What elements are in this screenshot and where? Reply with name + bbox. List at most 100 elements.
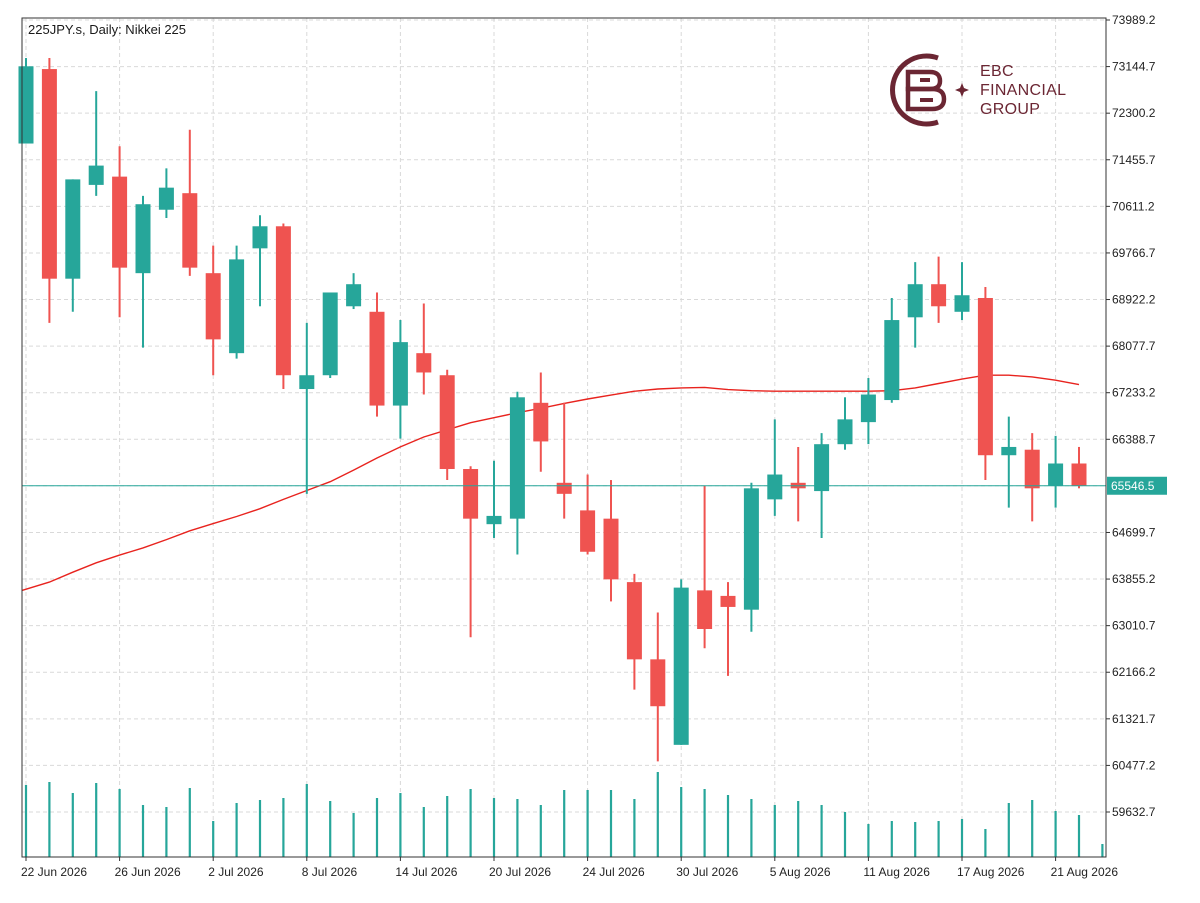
bearish-candle — [931, 256, 947, 323]
x-tick-label: 26 Jun 2026 — [115, 865, 181, 879]
candle-body — [860, 394, 876, 423]
plot-border — [21, 17, 1107, 858]
bullish-candle — [884, 297, 900, 403]
candle-body — [65, 179, 81, 279]
candle-body — [18, 66, 34, 144]
ebc-logo: EBC FINANCIAL GROUP — [886, 50, 1086, 130]
bearish-candle — [275, 223, 291, 390]
y-tick-label: 64699.7 — [1112, 525, 1156, 539]
candle-body — [673, 587, 689, 745]
y-tick-label: 63855.2 — [1112, 572, 1156, 586]
candle-body — [392, 342, 408, 406]
moving-average-layer — [21, 374, 1080, 592]
ebc-monogram-logo-icon — [890, 53, 969, 127]
candle-body — [556, 482, 572, 494]
candle-body — [252, 226, 268, 249]
logo-line-financial: FINANCIAL — [980, 82, 1067, 99]
y-tick-label: 59632.7 — [1112, 805, 1156, 819]
x-tick-label: 8 Jul 2026 — [302, 865, 358, 879]
y-tick-label: 60477.2 — [1112, 758, 1156, 772]
candle-body — [509, 397, 525, 519]
candle-body — [626, 582, 642, 660]
bullish-candle — [860, 377, 876, 445]
current-price-label: 65546.5 — [1111, 479, 1155, 493]
bullish-candle — [252, 215, 268, 307]
bullish-candle — [158, 168, 174, 219]
x-tick-label: 21 Aug 2026 — [1051, 865, 1119, 879]
bullish-candle — [135, 195, 151, 348]
candle-body — [907, 284, 923, 318]
bullish-candle — [1048, 435, 1064, 508]
bullish-candle — [88, 91, 104, 196]
candle-body — [463, 469, 479, 519]
bullish-candle — [954, 262, 970, 321]
candle-body — [580, 510, 596, 552]
candle-body — [650, 659, 666, 707]
bullish-candle — [229, 245, 245, 359]
candle-body — [1071, 463, 1087, 486]
bullish-candle — [346, 273, 362, 310]
y-tick-label: 72300.2 — [1112, 106, 1156, 120]
candle-body — [135, 204, 151, 274]
bearish-candle — [533, 372, 549, 472]
candle-body — [954, 295, 970, 312]
chart-title: 225JPY.s, Daily: Nikkei 225 — [28, 22, 187, 37]
candle-body — [743, 488, 759, 610]
x-tick-label: 30 Jul 2026 — [676, 865, 738, 879]
candle-body — [88, 165, 104, 185]
candle-body — [1024, 449, 1040, 489]
candle-body — [299, 375, 315, 390]
y-tick-label: 68922.2 — [1112, 293, 1156, 307]
bearish-candle — [439, 369, 455, 481]
chart-frame — [21, 17, 1107, 858]
moving-average-line — [21, 374, 1080, 592]
bearish-candle — [556, 402, 572, 519]
candle-body — [603, 518, 619, 580]
bearish-candle — [1071, 446, 1087, 489]
x-tick-label: 24 Jul 2026 — [583, 865, 645, 879]
bearish-candle — [697, 485, 713, 649]
candle-body — [112, 176, 128, 268]
bullish-candle — [837, 397, 853, 450]
bearish-candle — [603, 480, 619, 602]
bullish-candle — [299, 322, 315, 494]
candle-body — [533, 402, 549, 442]
bearish-candle — [182, 129, 198, 276]
y-tick-label: 68077.7 — [1112, 339, 1156, 353]
current-price-badge — [1107, 476, 1167, 495]
bearish-candle — [580, 474, 596, 555]
bullish-candle — [907, 262, 923, 348]
candle-body — [229, 259, 245, 354]
bullish-candle — [392, 320, 408, 439]
candle-body — [182, 193, 198, 268]
candle-body — [275, 226, 291, 376]
candle-body — [814, 444, 830, 492]
bullish-candle — [65, 179, 81, 312]
volume-bars — [24, 772, 1104, 857]
bearish-candle — [205, 245, 221, 376]
x-tick-label: 17 Aug 2026 — [957, 865, 1025, 879]
x-tick-label: 2 Jul 2026 — [208, 865, 264, 879]
candle-body — [1001, 446, 1017, 456]
candle-body — [977, 297, 993, 456]
bearish-candle — [463, 466, 479, 638]
bullish-candle — [743, 482, 759, 632]
y-tick-label: 73144.7 — [1112, 60, 1156, 74]
bearish-candle — [1024, 433, 1040, 522]
bearish-candle — [977, 286, 993, 481]
y-axis: 73989.2 73144.7 72300.2 71455.7 70611.2 69766… — [1106, 13, 1167, 819]
candle-body — [884, 320, 900, 401]
bullish-candle — [1001, 416, 1017, 508]
x-axis: 22 Jun 2026 26 Jun 2026 2 Jul 2026 8 Jul 20… — [21, 857, 1118, 879]
candle-body — [486, 515, 502, 525]
candle-body — [346, 284, 362, 307]
candle-body — [416, 353, 432, 373]
candle-body — [322, 292, 338, 376]
bullish-candle — [509, 391, 525, 555]
bearish-candle — [790, 446, 806, 522]
y-tick-label: 61321.7 — [1112, 712, 1156, 726]
candle-body — [720, 595, 736, 607]
y-tick-label: 70611.2 — [1112, 199, 1155, 213]
y-tick-label: 66388.7 — [1112, 432, 1156, 446]
